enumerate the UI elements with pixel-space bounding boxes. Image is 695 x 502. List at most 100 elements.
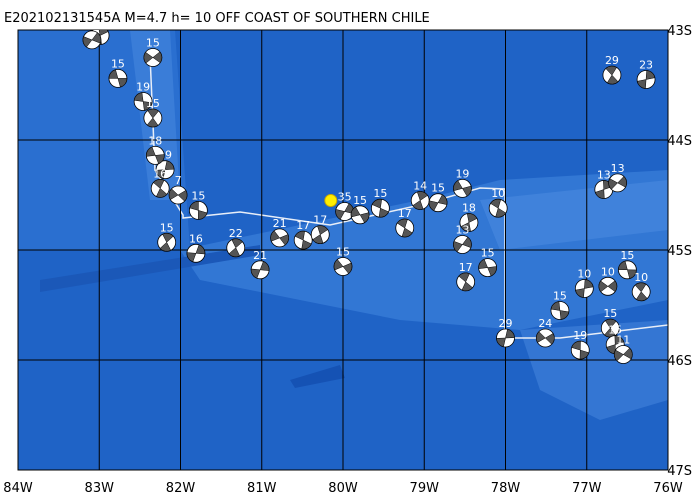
depth-label: 19 [136, 81, 150, 94]
depth-label: 15 [146, 97, 160, 110]
compression-quadrant [458, 272, 473, 292]
lat-label: 46S [667, 354, 692, 369]
map-title: E202102131545A M=4.7 h= 10 OFF COAST OF … [4, 11, 430, 26]
depth-label: 15 [336, 246, 350, 259]
depth-label: 7 [175, 174, 182, 187]
lat-label: 43S [667, 24, 692, 39]
lon-label: 82W [166, 481, 196, 496]
compression-quadrant [550, 301, 570, 320]
graticule [17, 29, 669, 471]
compression-quadrant [428, 194, 448, 211]
depth-label: 29 [605, 54, 619, 67]
compression-quadrant [350, 206, 370, 223]
depth-label: 15 [481, 247, 495, 260]
beachball [293, 230, 313, 250]
beachball [410, 191, 430, 210]
lat-label: 45S [667, 244, 692, 259]
lat-label: 47S [667, 464, 692, 479]
compression-quadrant [189, 201, 208, 220]
depth-label: 13 [611, 162, 625, 175]
compression-quadrant [536, 331, 555, 345]
compression-quadrant [82, 32, 102, 48]
compression-quadrant [608, 176, 627, 190]
depth-label: 15 [191, 189, 205, 202]
beachball [613, 345, 633, 364]
compression-quadrant [159, 233, 174, 252]
deep [290, 365, 345, 388]
depth-label: 35 [338, 191, 352, 204]
beachball [82, 30, 102, 50]
lon-label: 78W [491, 481, 521, 496]
depth-label: 22 [229, 227, 243, 240]
compression-quadrant [186, 244, 206, 263]
lon-label: 80W [328, 481, 358, 496]
compression-quadrant [228, 238, 243, 258]
compression-quadrant [634, 282, 648, 302]
depth-label: 15 [146, 37, 160, 50]
beachball [155, 160, 175, 180]
beachball [453, 178, 472, 198]
beachball [550, 301, 570, 320]
compression-quadrant [453, 236, 472, 253]
beachball [333, 257, 353, 276]
depth-label: 10 [577, 268, 591, 281]
compression-quadrant [412, 191, 428, 210]
compression-quadrant [618, 260, 637, 279]
depth-label: 18 [148, 134, 162, 147]
depth-label: 15 [373, 187, 387, 200]
beachball [143, 108, 163, 128]
depth-label: 16 [153, 167, 167, 180]
compression-quadrant [250, 261, 270, 279]
compression-quadrant [453, 180, 472, 197]
lon-label: 79W [410, 481, 440, 496]
trough [40, 245, 260, 292]
depth-label: 21 [273, 217, 287, 230]
depth-label: 13 [455, 224, 469, 237]
depth-label: 19 [455, 167, 469, 180]
compression-quadrant [496, 328, 515, 348]
beachball [310, 225, 330, 245]
depth-label: 17 [398, 207, 412, 220]
compression-quadrant [270, 230, 289, 246]
compression-quadrant [490, 198, 507, 218]
compression-quadrant [575, 279, 594, 298]
beachball [496, 328, 515, 348]
depth-label: 23 [639, 59, 653, 72]
beachball [133, 92, 153, 111]
depth-label: 15 [603, 307, 617, 320]
beachball [602, 65, 622, 85]
compression-quadrant [571, 340, 590, 360]
depth-label: 10 [491, 187, 505, 200]
beachball [250, 260, 270, 280]
beachball [226, 238, 246, 258]
epicenter [324, 194, 338, 207]
depth-label: 18 [462, 202, 476, 215]
beachball [395, 218, 415, 238]
beachball [143, 48, 163, 67]
compression-quadrant [133, 92, 153, 111]
depth-label: 15 [160, 221, 174, 234]
compression-quadrant [168, 188, 188, 202]
beachball [594, 180, 614, 199]
lon-label: 81W [247, 481, 277, 496]
beachball [570, 340, 590, 360]
compression-quadrant [636, 70, 656, 89]
depth-label: 16 [189, 232, 203, 245]
compression-quadrant [146, 146, 165, 165]
depth-label: 14 [85, 19, 99, 32]
beachball [456, 272, 476, 292]
rise [480, 180, 668, 250]
depth-label: 13 [597, 169, 611, 182]
depth-label: 10 [601, 265, 615, 278]
beachball [636, 70, 656, 89]
beachball [608, 173, 628, 193]
compression-quadrant [143, 51, 163, 64]
compression-quadrant [333, 259, 353, 274]
beachball [370, 198, 390, 218]
beachball [350, 205, 370, 225]
beachball [428, 193, 448, 213]
compression-quadrant [146, 108, 159, 128]
beachball [459, 213, 479, 232]
